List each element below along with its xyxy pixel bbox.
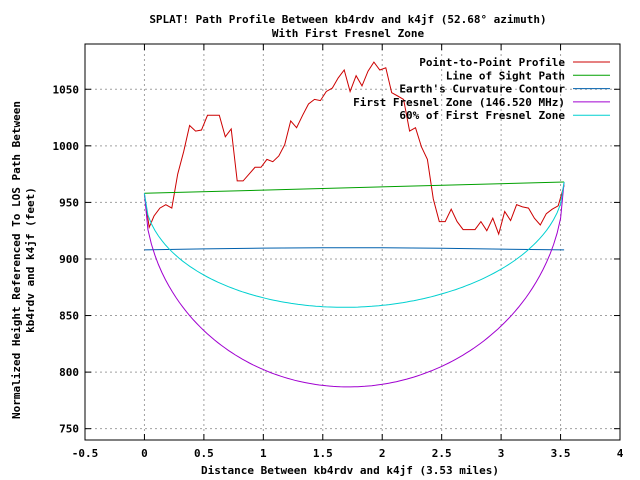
y-axis-label-line1: Normalized Height Referenced To LOS Path… — [10, 101, 23, 419]
x-tick-label: 3 — [498, 447, 505, 460]
y-tick-label: 1050 — [53, 83, 80, 96]
y-tick-label: 850 — [59, 310, 79, 323]
legend-label: Line of Sight Path — [446, 69, 565, 82]
grid — [85, 44, 620, 440]
series-line-0 — [143, 61, 565, 236]
chart-title: SPLAT! Path Profile Between kb4rdv and k… — [149, 13, 546, 26]
x-tick-label: 1 — [260, 447, 267, 460]
x-tick-label: -0.5 — [72, 447, 99, 460]
series-line-3 — [143, 181, 565, 388]
ticks: -0.5 0 0.5 1 1.5 2 2.5 3 3.5 4 750 800 850 900 950 1000… — [53, 44, 624, 460]
y-tick-label: 750 — [59, 423, 79, 436]
series-line-4 — [143, 181, 565, 308]
y-tick-label: 900 — [59, 253, 79, 266]
series-line-2 — [144, 247, 565, 251]
series-line-1 — [144, 181, 565, 194]
x-tick-label: 2.5 — [432, 447, 452, 460]
legend-label: 60% of First Fresnel Zone — [399, 109, 565, 122]
x-tick-label: 2 — [379, 447, 386, 460]
y-axis-label-group: Normalized Height Referenced To LOS Path… — [10, 101, 37, 419]
y-tick-label: 950 — [59, 196, 79, 209]
x-tick-label: 0.5 — [194, 447, 214, 460]
x-tick-label: 1.5 — [313, 447, 333, 460]
x-tick-label: 3.5 — [551, 447, 571, 460]
plot-frame — [84, 43, 621, 441]
legend-label: Earth's Curvature Contour — [399, 83, 565, 96]
y-axis-label-line2: kb4rdv and k4jf (feet) — [24, 187, 37, 333]
x-axis-label: Distance Between kb4rdv and k4jf (3.53 m… — [201, 464, 499, 477]
legend-label: First Fresnel Zone (146.520 MHz) — [353, 96, 565, 109]
chart-subtitle: With First Fresnel Zone — [272, 27, 425, 40]
legend-label: Point-to-Point Profile — [419, 56, 565, 69]
series-layer — [143, 61, 565, 388]
x-tick-label: 0 — [141, 447, 148, 460]
x-tick-label: 4 — [617, 447, 624, 460]
y-tick-label: 1000 — [53, 140, 80, 153]
y-tick-label: 800 — [59, 366, 79, 379]
